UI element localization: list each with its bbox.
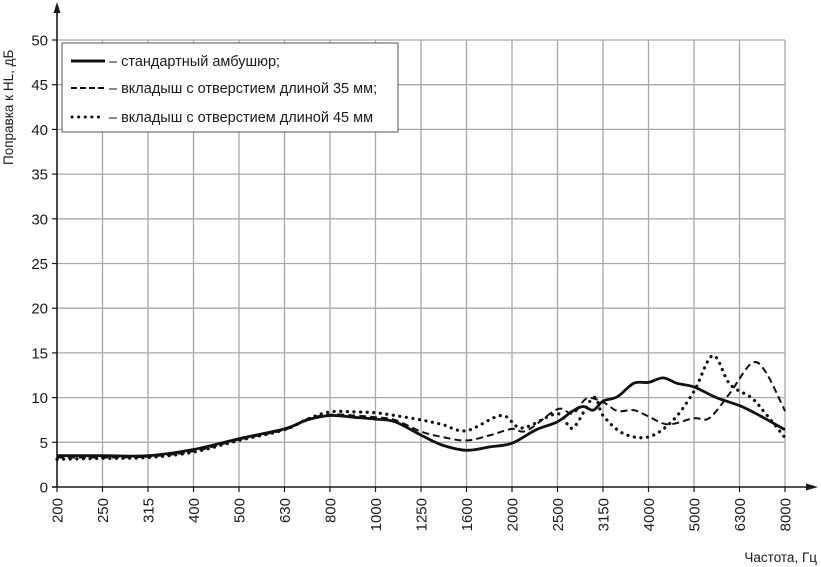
y-tick-label: 20: [31, 301, 48, 318]
y-tick-label: 40: [31, 122, 48, 139]
x-tick-label: 630: [277, 498, 294, 523]
series-layer: [55, 354, 787, 461]
y-tick-label: 10: [31, 390, 48, 407]
axes-layer: [52, 2, 818, 491]
x-tick-label: 3150: [596, 498, 613, 531]
legend-box: [61, 42, 399, 133]
y-tick-label: 35: [31, 167, 48, 184]
x-tick-label: 2000: [505, 498, 522, 531]
y-tick-label: 0: [40, 480, 48, 497]
x-tick-label: 500: [232, 498, 249, 523]
legend-label-0: – стандартный амбушюр;: [109, 54, 280, 70]
y-axis-label: Поправка к HL, дБ: [1, 50, 16, 165]
x-tick-label: 400: [186, 498, 203, 523]
y-tick-label: 50: [31, 33, 48, 50]
legend-label-1: – вкладыш с отверстием длиной 35 мм;: [109, 81, 377, 97]
y-axis-arrow-icon: [53, 2, 61, 13]
legend-label-2: – вкладыш с отверстием длиной 45 мм: [109, 110, 373, 126]
x-tick-label: 1250: [414, 498, 431, 531]
x-tick-label: 2500: [550, 498, 567, 531]
y-tick-label: 15: [31, 345, 48, 362]
y-tick-label: 30: [31, 211, 48, 228]
x-tick-label: 8000: [778, 498, 795, 531]
x-tick-label: 1600: [459, 498, 476, 531]
legend: – стандартный амбушюр; – вкладыш с отвер…: [61, 42, 399, 133]
x-tick-labels: 200 250 315 400 500 630 800 1000 1250 1600 2000 250…: [50, 498, 795, 531]
y-tick-labels: 0 5 10 15 20 25 30 35 40 45 50: [31, 33, 48, 497]
y-tick-label: 5: [40, 435, 48, 452]
x-tick-label: 6300: [732, 498, 749, 531]
y-tick-label: 45: [31, 77, 48, 94]
x-tick-label: 5000: [687, 498, 704, 531]
x-tick-label: 200: [50, 498, 67, 523]
x-tick-label: 315: [141, 498, 158, 523]
x-tick-label: 1000: [368, 498, 385, 531]
series-line-dashed: [56, 361, 786, 459]
x-axis-arrow-icon: [806, 483, 818, 491]
x-tick-label: 800: [323, 498, 340, 523]
x-axis-label: Частота, Гц: [744, 550, 817, 565]
series-line-dotted: [55, 354, 787, 461]
y-tick-label: 25: [31, 256, 48, 273]
x-tick-label: 250: [95, 498, 112, 523]
x-tick-label: 4000: [641, 498, 658, 531]
